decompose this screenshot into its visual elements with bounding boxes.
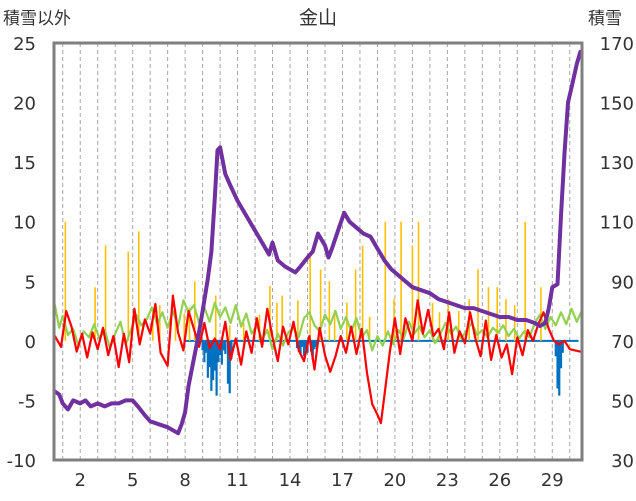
left-tick-label: 15 [13, 153, 36, 174]
wind-line [53, 299, 583, 352]
snow-depth-line [52, 49, 583, 436]
x-tick-label: 17 [331, 470, 354, 491]
right-tick-label: 90 [611, 272, 634, 293]
x-axis: 2 5 8 11 14 17 20 23 26 29 [74, 470, 563, 491]
left-tick-label: 25 [13, 34, 36, 55]
right-tick-label: 50 [611, 391, 634, 412]
left-tick-label: -10 [7, 451, 36, 472]
left-tick-label: 10 [13, 213, 36, 234]
left-axis-label: 積雪以外 [3, 9, 71, 29]
plot-area [52, 49, 583, 436]
plot-frame [52, 41, 584, 462]
left-tick-label: 5 [25, 272, 36, 293]
chart-title: 金山 [299, 7, 337, 29]
x-tick-label: 8 [179, 470, 190, 491]
x-tick-label: 14 [279, 470, 302, 491]
right-tick-label: 30 [611, 451, 634, 472]
right-tick-label: 170 [600, 34, 634, 55]
left-tick-label: 20 [13, 94, 36, 115]
left-y-axis: 25 20 15 10 5 0 -5 -10 [7, 34, 36, 472]
temperature-series [53, 294, 582, 425]
x-tick-label: 29 [541, 470, 564, 491]
x-tick-label: 23 [436, 470, 459, 491]
right-tick-label: 150 [600, 94, 634, 115]
snow-depth-series [52, 49, 583, 436]
x-tick-label: 26 [488, 470, 511, 491]
x-tick-label: 20 [383, 470, 406, 491]
x-tick-label: 2 [74, 470, 85, 491]
right-tick-label: 130 [600, 153, 634, 174]
x-tick-label: 5 [127, 470, 138, 491]
x-tick-label: 11 [226, 470, 249, 491]
left-tick-label: 0 [25, 332, 36, 353]
left-tick-label: -5 [18, 391, 36, 412]
temperature-line [53, 294, 582, 425]
right-tick-label: 70 [611, 332, 634, 353]
wind-series [53, 299, 583, 352]
right-y-axis: 170 150 130 110 90 70 50 30 [600, 34, 634, 472]
right-tick-label: 110 [600, 213, 634, 234]
right-axis-label: 積雪 [588, 9, 622, 29]
